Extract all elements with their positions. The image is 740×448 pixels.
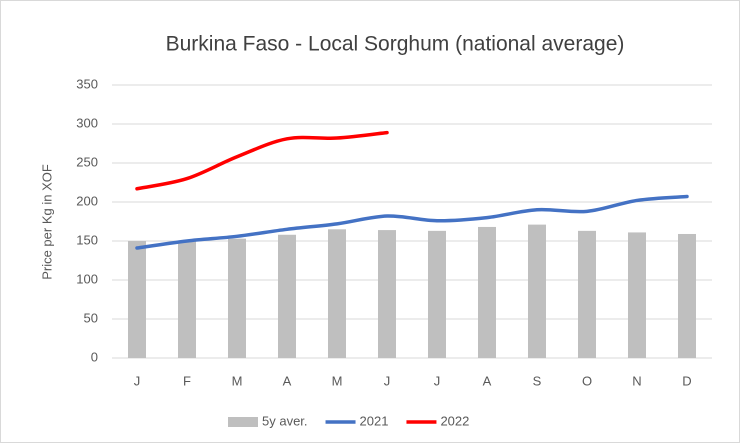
bar: [328, 229, 346, 358]
bar: [628, 232, 646, 358]
y-tick-label: 150: [76, 232, 98, 247]
x-tick-label: N: [632, 373, 641, 388]
y-tick-label: 250: [76, 154, 98, 169]
x-tick-label: O: [582, 373, 592, 388]
x-tick-label: F: [183, 373, 191, 388]
legend-label: 2021: [360, 413, 389, 428]
bar: [128, 241, 146, 358]
line: [135, 130, 389, 191]
line: [135, 194, 689, 250]
chart-title: Burkina Faso - Local Sorghum (national a…: [166, 33, 625, 56]
bar: [428, 230, 446, 358]
x-tick-label: J: [134, 373, 141, 388]
legend-label: 5y aver.: [262, 413, 308, 428]
bar: [178, 241, 196, 358]
bar: [678, 233, 696, 358]
y-tick-label: 100: [76, 271, 98, 286]
x-tick-label: S: [533, 373, 542, 388]
bar: [378, 230, 396, 358]
y-axis-label: Price per Kg in XOF: [39, 164, 54, 280]
x-tick-label: D: [682, 373, 691, 388]
y-tick-label: 0: [91, 349, 98, 364]
x-tick-label: J: [384, 373, 391, 388]
y-tick-label: 200: [76, 193, 98, 208]
x-tick-label: M: [232, 373, 243, 388]
bar: [478, 226, 496, 358]
bar: [278, 234, 296, 358]
y-tick-label: 50: [84, 310, 98, 325]
legend-swatch: [228, 417, 258, 427]
x-tick-label: J: [434, 373, 441, 388]
y-tick-label: 350: [76, 76, 98, 91]
x-tick-label: M: [332, 373, 343, 388]
legend-label: 2022: [440, 413, 469, 428]
x-tick-label: A: [483, 373, 492, 388]
bar: [228, 238, 246, 358]
x-tick-label: A: [283, 373, 292, 388]
bar: [528, 224, 546, 358]
y-tick-label: 300: [76, 115, 98, 130]
bar: [578, 230, 596, 358]
